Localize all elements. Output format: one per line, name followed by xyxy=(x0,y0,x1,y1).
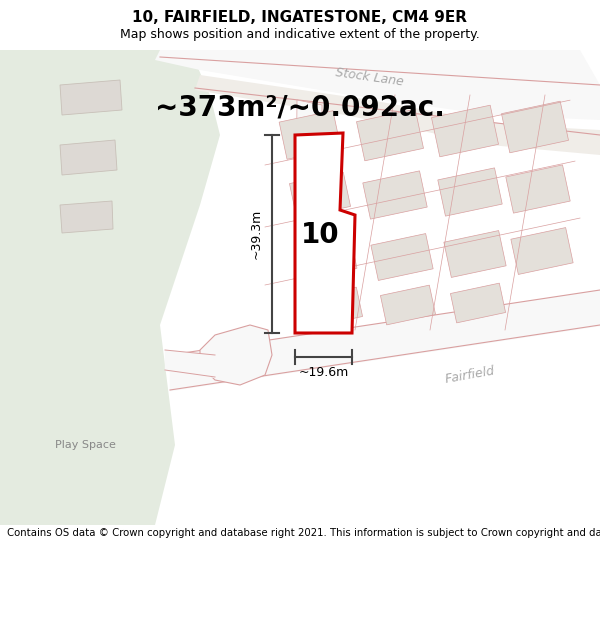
Polygon shape xyxy=(444,231,506,278)
Text: Map shows position and indicative extent of the property.: Map shows position and indicative extent… xyxy=(120,28,480,41)
Polygon shape xyxy=(0,50,220,525)
Text: Play Space: Play Space xyxy=(55,440,115,450)
Polygon shape xyxy=(299,235,357,279)
Polygon shape xyxy=(155,50,600,120)
Polygon shape xyxy=(279,111,341,159)
Text: ~39.3m: ~39.3m xyxy=(250,209,263,259)
Polygon shape xyxy=(356,109,424,161)
Text: Stock Lane: Stock Lane xyxy=(335,66,405,88)
Text: Fairfield: Fairfield xyxy=(444,364,496,386)
Polygon shape xyxy=(60,201,113,233)
Polygon shape xyxy=(506,165,570,213)
Text: 10: 10 xyxy=(301,221,340,249)
Polygon shape xyxy=(200,325,272,385)
Polygon shape xyxy=(431,105,499,157)
Text: Contains OS data © Crown copyright and database right 2021. This information is : Contains OS data © Crown copyright and d… xyxy=(7,528,600,538)
Polygon shape xyxy=(289,172,350,218)
Polygon shape xyxy=(295,100,322,330)
Polygon shape xyxy=(60,140,117,175)
Polygon shape xyxy=(195,75,600,155)
Polygon shape xyxy=(60,80,122,115)
Polygon shape xyxy=(502,101,569,152)
Polygon shape xyxy=(451,283,506,323)
Text: ~373m²/~0.092ac.: ~373m²/~0.092ac. xyxy=(155,93,445,121)
Text: 10, FAIRFIELD, INGATESTONE, CM4 9ER: 10, FAIRFIELD, INGATESTONE, CM4 9ER xyxy=(133,10,467,25)
Polygon shape xyxy=(511,228,573,274)
Polygon shape xyxy=(363,171,427,219)
Polygon shape xyxy=(295,133,355,333)
Text: ~19.6m: ~19.6m xyxy=(298,366,349,379)
Polygon shape xyxy=(380,285,436,325)
Polygon shape xyxy=(438,168,502,216)
Polygon shape xyxy=(371,234,433,281)
Polygon shape xyxy=(307,287,362,327)
